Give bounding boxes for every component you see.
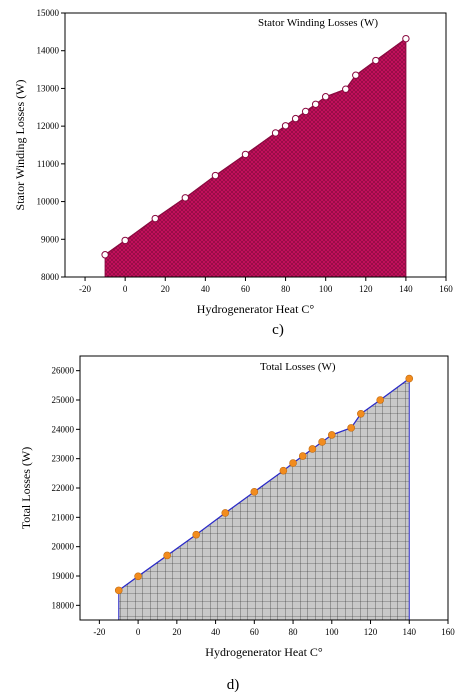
data-point <box>121 236 129 245</box>
x-tick-label: 80 <box>281 284 291 294</box>
data-point <box>321 93 330 101</box>
data-point <box>298 452 307 460</box>
data-point <box>352 71 360 79</box>
data-point <box>318 438 326 446</box>
x-tick-label: -20 <box>79 284 91 294</box>
x-tick-label: 100 <box>325 627 339 637</box>
x-tick-label: 20 <box>172 627 182 637</box>
data-point <box>281 122 290 130</box>
y-tick-label: 21000 <box>52 512 75 522</box>
data-point <box>271 129 280 137</box>
data-point <box>357 409 365 418</box>
x-axis-label: Hydrogenerator Heat C° <box>205 645 323 659</box>
y-tick-label: 26000 <box>52 366 75 376</box>
y-tick-label: 12000 <box>37 121 60 131</box>
series-line <box>104 38 407 256</box>
chart-panel-d: -20 0 20 40 60 80 100 120 140 160 18000 19000 20000 2… <box>0 346 457 700</box>
y-tick-label: 9000 <box>41 234 60 244</box>
data-point <box>311 100 320 108</box>
data-point <box>289 459 297 467</box>
data-point <box>291 114 300 123</box>
data-point <box>101 251 109 259</box>
data-point <box>134 572 142 581</box>
data-point <box>279 466 288 475</box>
x-tick-label: 40 <box>201 284 211 294</box>
x-tick-label: -20 <box>93 627 105 637</box>
data-point <box>347 424 355 432</box>
x-tick-label: 120 <box>359 284 373 294</box>
data-point <box>372 56 380 65</box>
x-tick-label: 80 <box>289 627 299 637</box>
y-tick-label: 15000 <box>37 8 60 18</box>
caption-c: c) <box>272 322 284 338</box>
y-tick-label: 18000 <box>52 600 75 610</box>
chart-d: -20 0 20 40 60 80 100 120 140 160 18000 19000 20000 2… <box>19 355 455 659</box>
y-axis-label: Stator Winding Losses (W) <box>13 80 27 211</box>
y-tick-label: 20000 <box>52 542 75 552</box>
x-tick-label: 0 <box>136 627 141 637</box>
y-tick-label: 8000 <box>41 272 60 282</box>
area-fill <box>118 377 410 621</box>
data-point <box>192 530 201 539</box>
data-point <box>151 214 159 223</box>
y-tick-label: 14000 <box>37 46 60 56</box>
data-point <box>211 171 220 180</box>
caption-d: d) <box>226 677 240 693</box>
y-tick-label: 13000 <box>37 83 60 93</box>
plot-frame <box>64 12 447 278</box>
data-point <box>241 150 250 159</box>
series-line <box>118 378 410 591</box>
x-tick-label: 160 <box>439 284 453 294</box>
data-point <box>301 107 310 116</box>
x-tick-label: 60 <box>250 627 260 637</box>
legend-label: Total Losses (W) <box>260 361 336 373</box>
x-tick-label: 120 <box>364 627 378 637</box>
data-point <box>342 85 350 93</box>
data-point <box>405 374 414 383</box>
x-tick-label: 0 <box>123 284 128 294</box>
y-tick-label: 11000 <box>37 159 60 169</box>
x-tick-label: 140 <box>403 627 417 637</box>
data-point <box>114 586 123 595</box>
x-tick-label: 160 <box>441 627 455 637</box>
y-tick-label: 25000 <box>52 395 75 405</box>
x-tick-label: 40 <box>211 627 221 637</box>
data-point <box>181 194 190 202</box>
data-point <box>402 34 410 43</box>
y-tick-label: 22000 <box>52 483 75 493</box>
data-point <box>221 509 230 517</box>
y-tick-label: 10000 <box>37 197 60 207</box>
area-fill <box>104 37 407 278</box>
y-tick-label: 23000 <box>52 454 75 464</box>
data-point <box>327 431 336 439</box>
y-tick-label: 24000 <box>52 424 75 434</box>
chart-panel-c: -20 0 20 40 60 80 100 120 140 160 8000 9000 10000 110… <box>0 0 457 345</box>
x-tick-label: 140 <box>399 284 413 294</box>
data-point <box>376 396 385 404</box>
y-axis-label: Total Losses (W) <box>19 447 33 529</box>
data-point <box>308 445 317 453</box>
x-axis-label: Hydrogenerator Heat C° <box>197 302 315 316</box>
x-tick-label: 100 <box>319 284 333 294</box>
x-tick-label: 60 <box>241 284 251 294</box>
data-point <box>250 488 259 496</box>
chart-c: -20 0 20 40 60 80 100 120 140 160 8000 9000 10000 110… <box>13 8 453 316</box>
x-tick-label: 20 <box>161 284 171 294</box>
legend-label: Stator Winding Losses (W) <box>258 17 378 29</box>
data-point <box>163 551 171 560</box>
y-tick-label: 19000 <box>52 571 75 581</box>
